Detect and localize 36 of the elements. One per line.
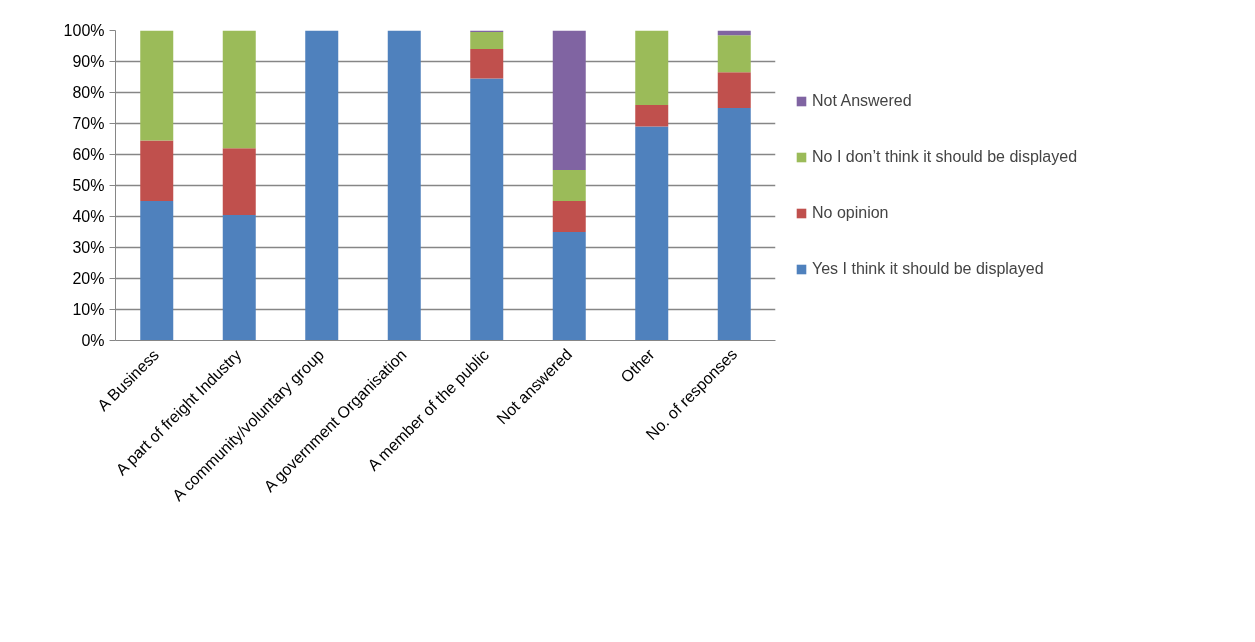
y-tick-label: 30%: [72, 239, 105, 256]
bar: [222, 214, 256, 341]
bar: [635, 126, 669, 341]
bar: [552, 232, 586, 341]
bar: [470, 49, 504, 79]
y-tick-label: 100%: [63, 22, 105, 39]
legend-label: No opinion: [812, 204, 889, 222]
y-tick-label: 0%: [81, 332, 105, 349]
bar: [470, 78, 504, 341]
bar: [222, 30, 256, 149]
y-tick-label: 10%: [72, 301, 105, 318]
bar: [387, 30, 421, 341]
bar: [717, 108, 751, 341]
bar: [222, 148, 256, 215]
y-tick-label: 90%: [72, 53, 105, 70]
y-tick-label: 50%: [72, 177, 105, 194]
y-tick-label: 80%: [72, 84, 105, 101]
legend-label: Not Answered: [812, 92, 912, 110]
bar: [140, 201, 174, 341]
bar: [635, 104, 669, 127]
bar: [140, 140, 174, 201]
bar: [470, 32, 504, 50]
y-tick-label: 70%: [72, 115, 105, 132]
bar: [552, 170, 586, 201]
bar: [552, 30, 586, 170]
legend-label: No I don’t think it should be displayed: [812, 148, 1078, 166]
bar: [635, 30, 669, 105]
bar: [717, 35, 751, 73]
bar: [552, 201, 586, 232]
bar: [717, 72, 751, 108]
bar: [140, 30, 174, 141]
y-tick-label: 20%: [72, 270, 105, 287]
y-tick-label: 60%: [72, 146, 105, 163]
y-tick-label: 40%: [72, 208, 105, 225]
bar: [305, 30, 339, 341]
legend-label: Yes I think it should be displayed: [812, 260, 1044, 278]
